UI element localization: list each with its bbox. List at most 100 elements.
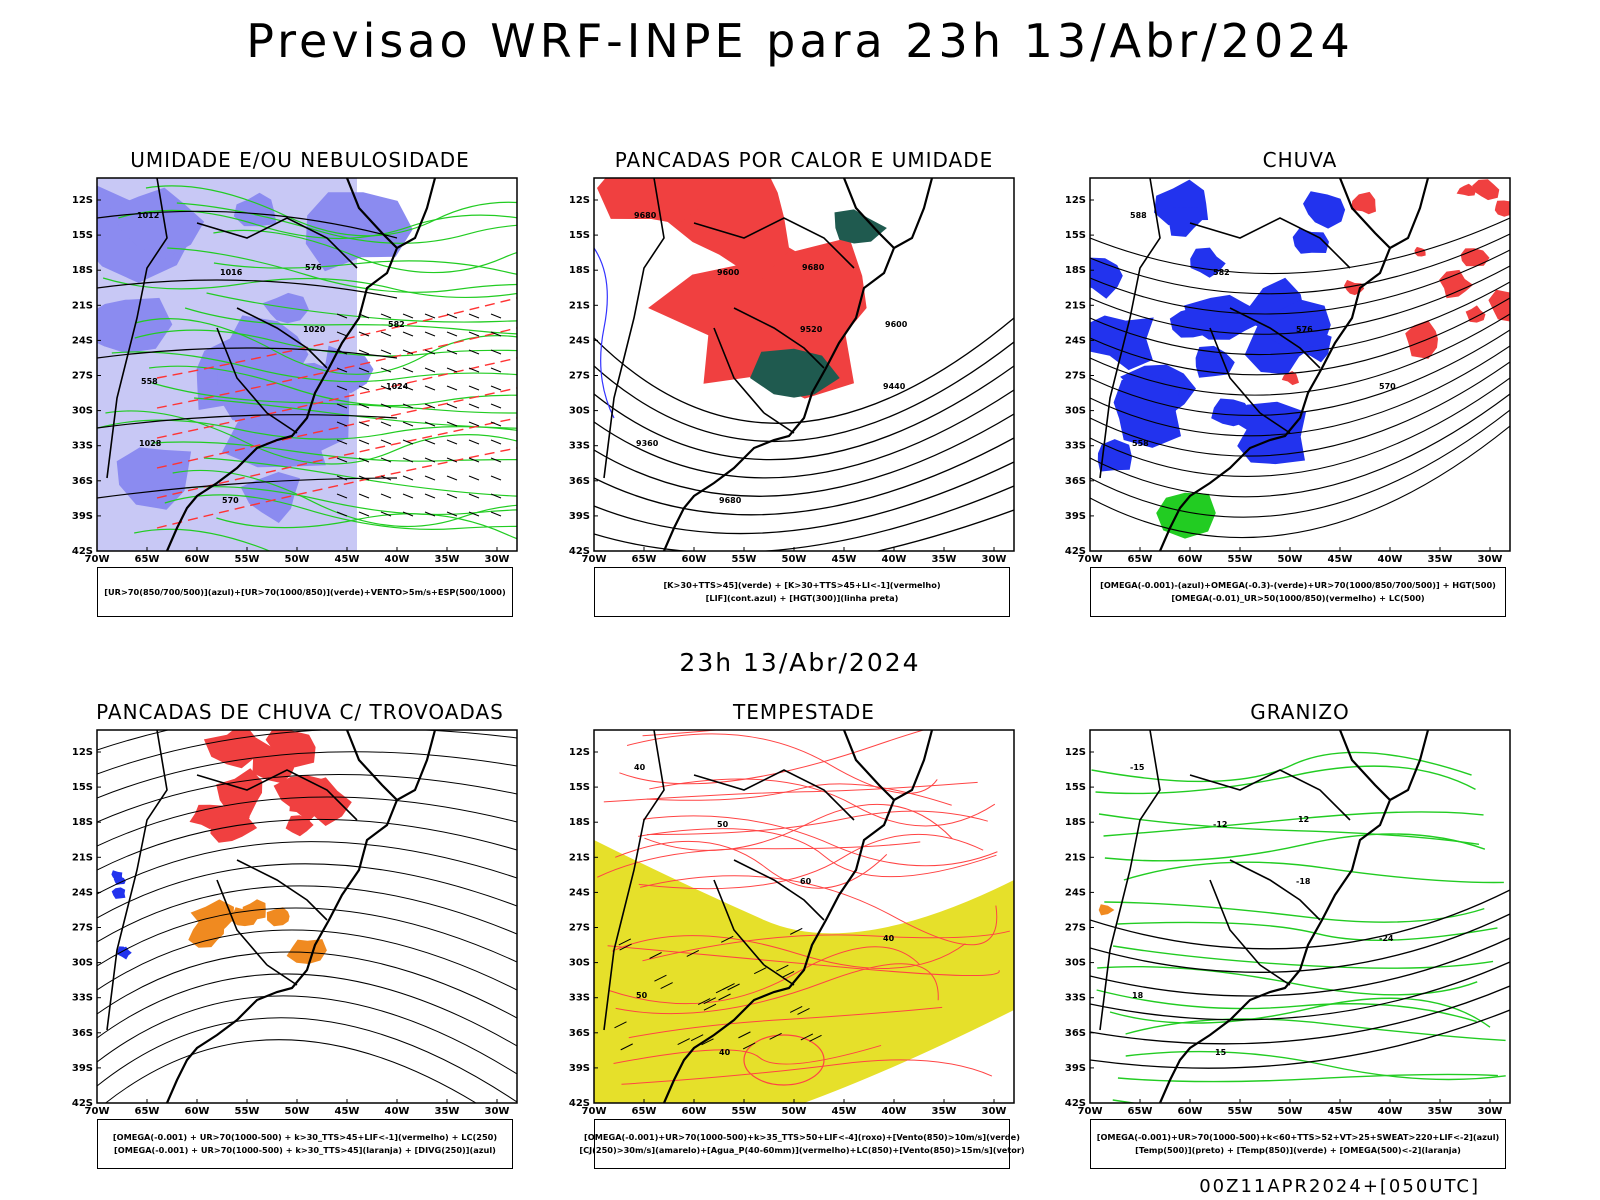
lon-tick-label: 30W	[485, 554, 510, 565]
streamline	[603, 781, 978, 803]
wind-vector	[490, 313, 502, 319]
wind-vector	[738, 1031, 751, 1039]
lon-tick-label: 35W	[1428, 1106, 1453, 1117]
temp-500-contour	[1090, 1009, 1510, 1069]
lon-tick-label: 50W	[782, 1106, 807, 1117]
wind-vector	[424, 313, 436, 319]
contour-label: 9440	[883, 382, 906, 391]
wind-vector	[718, 993, 731, 1001]
lat-tick-label: 42S	[569, 1098, 590, 1109]
lon-tick-label: 45W	[1328, 1106, 1353, 1117]
wind-vector	[468, 349, 480, 355]
wind-vector	[380, 385, 392, 391]
wind-vector	[446, 385, 458, 391]
wind-vector	[727, 983, 740, 991]
valid-time-label: 23h 13/Abr/2024	[679, 648, 921, 677]
lat-tick-label: 15S	[1065, 230, 1086, 241]
wind-vector	[490, 475, 502, 481]
wind-vector	[490, 349, 502, 355]
pressure-isobar	[97, 210, 398, 239]
streamline	[97, 995, 517, 1075]
green-contour	[134, 329, 517, 357]
wind-vector	[790, 927, 803, 935]
wind-vector	[336, 331, 348, 337]
height-contour	[1090, 393, 1510, 498]
wind-vector	[686, 949, 700, 957]
wind-vector	[769, 1032, 782, 1040]
streamline	[97, 751, 517, 799]
lon-tick-label: 65W	[135, 1106, 160, 1117]
wind-vector	[468, 367, 480, 373]
wind-vector	[402, 493, 414, 499]
map-frame	[593, 177, 1015, 552]
streamline	[607, 945, 1000, 977]
map-frame	[1089, 729, 1511, 1104]
wind-vector	[336, 493, 348, 499]
omega-area	[1098, 904, 1115, 916]
contour-label: 9680	[802, 263, 825, 272]
lon-tick-label: 65W	[632, 554, 657, 565]
map-panel-2: 9680 9600 9520 9440 9360 9680 9680 9600 12S 15S 18…	[569, 177, 1015, 565]
contour-label: 9680	[719, 496, 742, 505]
streamline	[97, 730, 517, 775]
wind-vector	[720, 935, 734, 943]
contour-label: 50	[636, 991, 648, 1000]
wind-vector	[490, 511, 502, 517]
field-blob	[1472, 179, 1500, 201]
wind-vector	[468, 385, 480, 391]
contour-label: 576	[1296, 325, 1313, 334]
lat-tick-label: 33S	[1065, 441, 1086, 452]
wind-vector	[446, 457, 458, 463]
wind-vector	[402, 439, 414, 445]
wind-vector	[402, 511, 414, 517]
lat-tick-label: 30S	[569, 406, 590, 417]
lat-tick-label: 30S	[1065, 406, 1086, 417]
panel-title: PANCADAS DE CHUVA C/ TROVOADAS	[96, 700, 504, 724]
wind-vector	[468, 457, 480, 463]
temp-850-contour	[1112, 945, 1494, 969]
contour-label: 60	[800, 877, 812, 886]
lat-tick-label: 42S	[1065, 546, 1086, 557]
temp-850-contour	[1104, 833, 1486, 862]
lat-tick-label: 39S	[72, 1063, 93, 1074]
height-contour	[594, 437, 1014, 516]
wind-vector	[468, 331, 480, 337]
coastline	[662, 730, 934, 1103]
wind-vector	[402, 457, 414, 463]
lat-tick-label: 27S	[1065, 371, 1086, 382]
height-contour	[875, 509, 1014, 551]
legend-box: [OMEGA(-0.001)-(azul)+OMEGA(-0.3)-(verde…	[1090, 567, 1506, 617]
legend-box: [K>30+TTS>45](verde) + [K>30+TTS>45+LI<-…	[594, 567, 1010, 617]
temp-850-contour	[1097, 965, 1478, 996]
lon-tick-label: 60W	[682, 554, 707, 565]
wind-vector	[380, 457, 392, 463]
lat-tick-label: 33S	[72, 441, 93, 452]
streamline	[642, 815, 998, 867]
lat-tick-label: 33S	[1065, 993, 1086, 1004]
legend-box: [OMEGA(-0.001) + UR>70(1000-500) + k>30_…	[97, 1119, 513, 1169]
lon-tick-label: 55W	[1228, 554, 1253, 565]
wind-vector	[660, 982, 673, 989]
legend-box: [OMEGA(-0.001)+UR>70(1000-500)+k<60+TTS>…	[1090, 1119, 1506, 1169]
field-blob	[240, 472, 300, 523]
temp-850-contour	[1123, 861, 1504, 884]
lon-tick-label: 45W	[1328, 554, 1353, 565]
legend-box: [OMEGA(-0.001)+UR>70(1000-500)+k>35_TTS>…	[579, 1119, 1025, 1169]
lon-tick-label: 50W	[285, 554, 310, 565]
map-frame	[1089, 177, 1511, 552]
height-contour	[594, 365, 1014, 461]
pressure-isobar	[97, 477, 398, 499]
lon-tick-label: 50W	[285, 1106, 310, 1117]
field-blob	[1465, 305, 1486, 323]
wind-vector	[380, 403, 392, 409]
temp-850-contour	[1091, 751, 1472, 783]
map-frame	[593, 729, 1015, 1104]
green-contour	[145, 185, 517, 237]
lat-tick-label: 15S	[72, 782, 93, 793]
wind-vector	[618, 938, 632, 946]
wind-vector	[703, 1003, 717, 1011]
streamline	[638, 833, 984, 890]
field-blob	[1456, 183, 1476, 196]
streamline	[97, 730, 171, 751]
coastline	[1158, 178, 1430, 551]
